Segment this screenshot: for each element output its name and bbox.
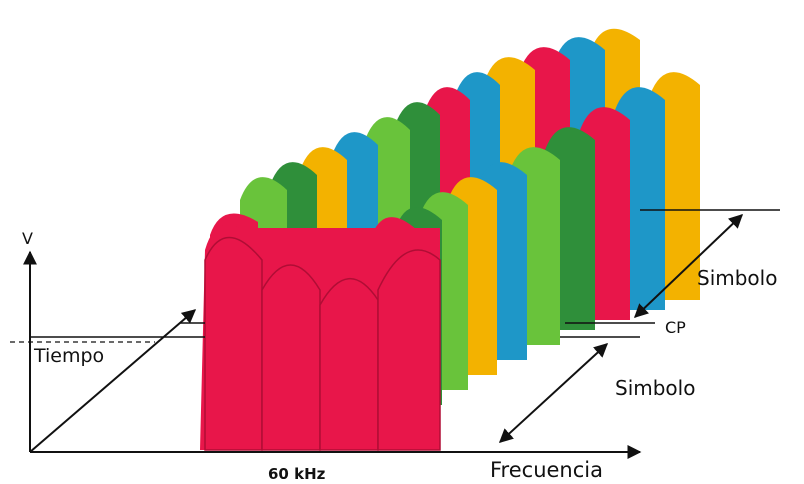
- cp-label: CP: [665, 318, 686, 337]
- front-red-lobes: [200, 224, 441, 451]
- symbol-front-label: Simbolo: [615, 376, 695, 400]
- time-axis: [29, 309, 197, 453]
- red-lobe: [204, 236, 263, 451]
- reference-lines: [10, 209, 780, 343]
- v-axis-label: V: [22, 229, 33, 248]
- bandwidth-label: 60 kHz: [268, 465, 326, 483]
- symbol-arrows: [498, 214, 744, 443]
- symbol-back-label: Simbolo: [697, 266, 777, 290]
- red-lobe: [377, 249, 441, 451]
- red-lobe: [319, 278, 379, 451]
- axes: [23, 250, 642, 459]
- time-axis-label: Tiempo: [33, 345, 104, 367]
- freq-axis-label: Frecuencia: [490, 458, 603, 482]
- red-lobe: [261, 264, 321, 451]
- symbol-front-arrow: [498, 343, 609, 443]
- symbol-back-arrow: [633, 214, 744, 318]
